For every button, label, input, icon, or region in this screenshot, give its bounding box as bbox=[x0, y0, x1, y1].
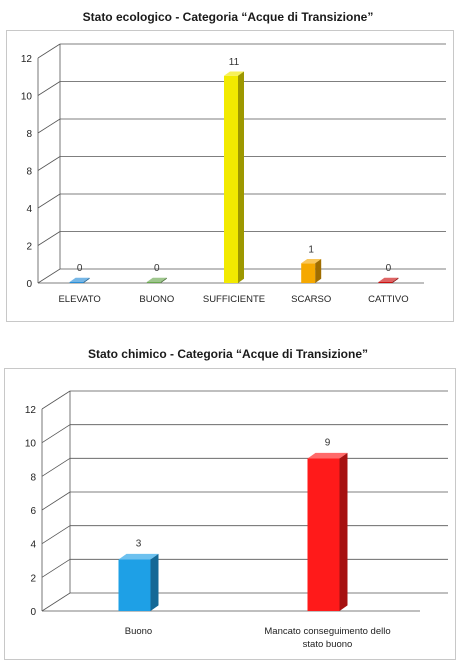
bar-front bbox=[224, 75, 238, 283]
y-tick-label: 12 bbox=[25, 405, 37, 416]
bar-front bbox=[301, 263, 316, 283]
y-tick-label: 4 bbox=[30, 540, 36, 551]
category-label: stato buono bbox=[303, 639, 353, 650]
gridline-diagonal bbox=[41, 390, 71, 410]
category-label: Buono bbox=[125, 626, 152, 637]
bar-side bbox=[83, 277, 90, 283]
gridline-diagonal bbox=[37, 268, 61, 284]
data-label: 0 bbox=[154, 263, 160, 274]
bar-side bbox=[238, 71, 244, 283]
y-tick-label: 2 bbox=[26, 242, 32, 253]
gridline-diagonal bbox=[41, 424, 71, 444]
gridline-diagonal bbox=[41, 491, 71, 511]
y-tick-label: 2 bbox=[30, 573, 36, 584]
data-label: 11 bbox=[229, 57, 240, 68]
gridline-diagonal bbox=[41, 558, 71, 578]
chart-title-chimico: Stato chimico - Categoria “Acque di Tran… bbox=[87, 347, 369, 361]
data-label: 0 bbox=[386, 263, 392, 274]
data-label: 0 bbox=[77, 263, 83, 274]
gridline-diagonal bbox=[37, 118, 61, 134]
y-tick-label: 8 bbox=[30, 472, 36, 483]
gridline-diagonal bbox=[37, 156, 61, 171]
category-label: BUONO bbox=[139, 294, 174, 305]
bar-side bbox=[339, 452, 348, 611]
chart-title-ecologico: Stato ecologico - Categoria “Acque di Tr… bbox=[82, 10, 374, 24]
bar-top bbox=[301, 259, 322, 264]
data-label: 1 bbox=[308, 244, 314, 255]
bar-front bbox=[118, 559, 151, 611]
y-tick-label: 4 bbox=[26, 204, 32, 215]
y-tick-label: 8 bbox=[26, 129, 32, 140]
category-label: SCARSO bbox=[291, 294, 331, 305]
bar-top bbox=[307, 452, 348, 459]
y-tick-label: 8 bbox=[26, 167, 32, 178]
y-tick-label: 6 bbox=[30, 506, 36, 517]
bar-front bbox=[146, 282, 161, 283]
gridline-diagonal bbox=[37, 81, 61, 96]
bar-front bbox=[307, 458, 340, 611]
bar-front bbox=[69, 282, 84, 283]
bar-top bbox=[224, 71, 244, 76]
gridline-diagonal bbox=[37, 193, 61, 209]
bar-side bbox=[160, 277, 167, 283]
category-label: Mancato conseguimento dello bbox=[264, 626, 390, 637]
gridline-diagonal bbox=[37, 231, 61, 246]
gridline-diagonal bbox=[37, 43, 61, 59]
bar-side bbox=[150, 553, 159, 611]
y-tick-label: 10 bbox=[25, 439, 37, 450]
gridline-diagonal bbox=[41, 457, 71, 477]
y-tick-label: 0 bbox=[26, 279, 32, 290]
bar-side bbox=[392, 277, 399, 283]
bar-side bbox=[315, 259, 322, 283]
bar-top bbox=[378, 277, 399, 282]
y-tick-label: 0 bbox=[30, 607, 36, 618]
gridline-diagonal bbox=[41, 592, 71, 612]
data-label: 9 bbox=[325, 438, 331, 449]
bar-top bbox=[69, 277, 90, 282]
category-label: SUFFICIENTE bbox=[203, 294, 265, 305]
bar-top bbox=[146, 277, 167, 282]
y-tick-label: 12 bbox=[21, 54, 33, 65]
category-label: CATTIVO bbox=[368, 294, 408, 305]
gridline-diagonal bbox=[41, 525, 71, 545]
data-label: 3 bbox=[136, 539, 142, 550]
bar-top bbox=[118, 553, 159, 560]
y-tick-label: 10 bbox=[21, 92, 33, 103]
bar-front bbox=[378, 282, 393, 283]
category-label: ELEVATO bbox=[58, 294, 100, 305]
